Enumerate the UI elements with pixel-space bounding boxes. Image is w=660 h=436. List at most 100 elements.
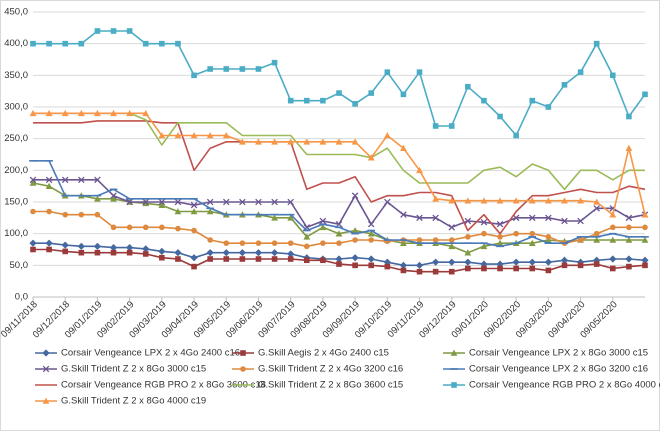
- point-marker: [336, 240, 342, 246]
- point-marker: [287, 214, 295, 221]
- point-marker: [222, 132, 230, 139]
- point-marker: [384, 198, 391, 206]
- point-marker: [400, 211, 407, 218]
- point-marker: [641, 256, 649, 264]
- point-marker: [335, 255, 343, 263]
- point-marker: [78, 40, 85, 47]
- point-marker: [593, 261, 600, 267]
- point-marker: [384, 263, 391, 270]
- point-marker: [400, 91, 407, 98]
- point-marker: [238, 249, 246, 257]
- legend-label: Corsair Vengeance LPX 2 x 8Go 3000 c15: [469, 348, 648, 359]
- point-marker: [94, 176, 101, 184]
- point-marker: [29, 109, 37, 117]
- point-marker: [126, 198, 133, 206]
- point-marker: [481, 230, 487, 237]
- point-marker: [577, 197, 584, 204]
- point-marker: [609, 265, 616, 272]
- point-marker: [222, 249, 230, 257]
- point-marker: [287, 97, 294, 104]
- point-marker: [142, 245, 150, 253]
- point-marker: [528, 197, 536, 204]
- point-marker: [432, 195, 440, 202]
- point-marker: [432, 123, 439, 129]
- point-marker: [415, 261, 424, 269]
- point-marker: [207, 66, 213, 72]
- point-marker: [46, 40, 52, 47]
- point-marker: [609, 72, 616, 79]
- legend-marker: [451, 382, 457, 388]
- point-marker: [158, 132, 166, 139]
- point-marker: [174, 198, 182, 206]
- legend-marker: [450, 349, 458, 356]
- point-marker: [416, 237, 423, 243]
- point-marker: [625, 255, 633, 263]
- point-marker: [626, 224, 632, 231]
- point-marker: [625, 214, 633, 222]
- point-marker: [561, 82, 568, 88]
- point-marker: [626, 263, 632, 270]
- point-marker: [158, 198, 166, 206]
- point-marker: [206, 132, 214, 139]
- point-marker: [159, 40, 165, 47]
- point-marker: [223, 66, 230, 72]
- point-marker: [223, 198, 230, 206]
- point-marker: [271, 198, 278, 206]
- point-marker: [609, 255, 617, 263]
- point-marker: [319, 223, 327, 231]
- y-tick-label: 300,0: [4, 102, 28, 113]
- point-marker: [513, 265, 519, 272]
- point-marker: [416, 166, 423, 174]
- y-tick-label: 400,0: [4, 38, 28, 49]
- point-marker: [238, 138, 246, 145]
- point-marker: [481, 97, 487, 104]
- point-marker: [110, 28, 117, 34]
- point-marker: [110, 249, 117, 256]
- point-marker: [400, 144, 407, 151]
- point-marker: [190, 208, 198, 215]
- point-marker: [319, 138, 327, 145]
- point-marker: [190, 201, 198, 209]
- point-marker: [206, 249, 214, 257]
- point-marker: [560, 256, 569, 264]
- point-marker: [94, 249, 101, 256]
- point-marker: [577, 69, 584, 75]
- point-marker: [432, 237, 439, 243]
- point-marker: [61, 241, 69, 249]
- legend-label: Corsair Vengeance RGB PRO 2 x 8Go 4000 c…: [469, 380, 660, 391]
- point-marker: [432, 258, 440, 266]
- point-marker: [593, 236, 601, 243]
- legend-marker: [240, 366, 246, 372]
- point-marker: [367, 230, 375, 237]
- point-marker: [513, 230, 519, 237]
- point-marker: [464, 217, 472, 225]
- point-marker: [352, 101, 358, 107]
- point-marker: [287, 250, 295, 258]
- point-marker: [465, 234, 471, 240]
- point-marker: [190, 254, 198, 262]
- legend-label: G.Skill Trident Z 2 x 8Go 3000 c15: [61, 364, 206, 375]
- point-marker: [416, 214, 423, 222]
- point-marker: [78, 176, 85, 184]
- point-marker: [497, 234, 503, 240]
- point-marker: [174, 208, 182, 215]
- point-marker: [544, 197, 552, 204]
- point-marker: [77, 242, 85, 250]
- point-marker: [62, 40, 69, 47]
- point-marker: [512, 197, 520, 204]
- point-marker: [207, 256, 213, 262]
- point-marker: [303, 233, 311, 240]
- point-marker: [303, 97, 310, 104]
- point-marker: [416, 69, 423, 75]
- point-marker: [513, 132, 519, 139]
- point-marker: [352, 262, 358, 269]
- point-marker: [367, 154, 375, 161]
- point-marker: [287, 198, 294, 206]
- point-marker: [271, 214, 278, 221]
- point-marker: [528, 258, 536, 266]
- point-marker: [126, 28, 133, 34]
- point-marker: [77, 109, 85, 117]
- point-marker: [254, 249, 263, 257]
